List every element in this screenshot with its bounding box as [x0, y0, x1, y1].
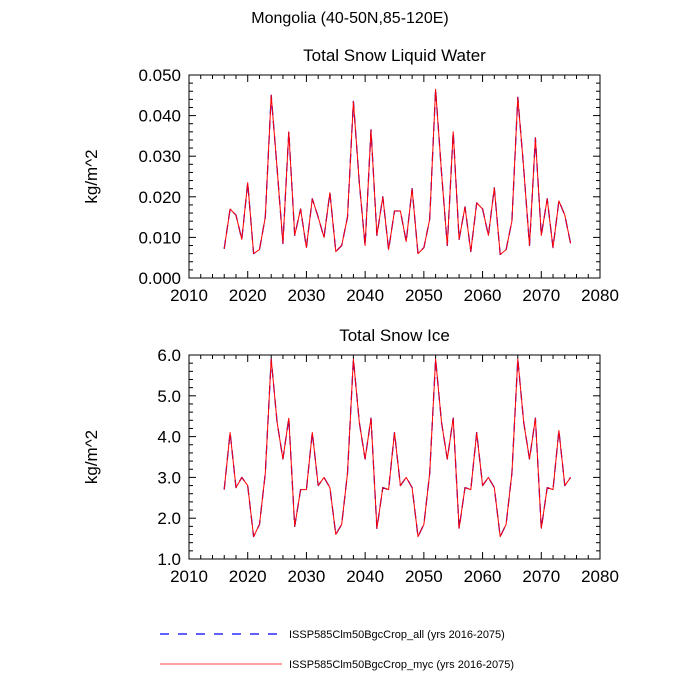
y-tick-label: 0.040	[138, 107, 181, 126]
x-tick-label: 2020	[229, 286, 267, 305]
y-tick-label: 0.050	[138, 66, 181, 85]
y-tick-label: 3.0	[157, 468, 181, 487]
y-tick-label: 0.030	[138, 147, 181, 166]
panel-snow-liquid-water: Total Snow Liquid Water kg/m^2 2010 2020 203…	[82, 46, 619, 305]
series-line-all	[223, 88, 572, 256]
y-axis-label: kg/m^2	[82, 430, 101, 484]
y-tick-label: 0.020	[138, 188, 181, 207]
x-tick-label: 2020	[229, 567, 267, 586]
panel-title: Total Snow Liquid Water	[303, 46, 486, 65]
panel-title: Total Snow Ice	[339, 326, 450, 345]
y-tick-label: 4.0	[157, 428, 181, 447]
y-tick-label: 2.0	[157, 509, 181, 528]
x-tick-label: 2070	[522, 286, 560, 305]
series-line-all	[223, 358, 572, 538]
y-tick-label: 5.0	[157, 387, 181, 406]
x-tick-label: 2050	[405, 286, 443, 305]
y-tick-label: 0.010	[138, 228, 181, 247]
plot-frame	[188, 74, 601, 279]
figure-title: Mongolia (40-50N,85-120E)	[251, 10, 449, 27]
panel-snow-ice: Total Snow Ice kg/m^2 2010 2020 2030 2040 2050…	[82, 326, 619, 586]
y-axis-label: kg/m^2	[82, 149, 101, 203]
x-tick-label: 2070	[522, 567, 560, 586]
x-tick-label: 2010	[170, 567, 208, 586]
x-tick-label: 2040	[346, 567, 384, 586]
x-tick-label: 2030	[288, 567, 326, 586]
x-tick-label: 2080	[581, 567, 619, 586]
legend-label-myc: ISSP585Clm50BgcCrop_myc (yrs 2016-2075)	[289, 659, 514, 671]
y-tick-label: 6.0	[157, 346, 181, 365]
x-tick-label: 2060	[464, 567, 502, 586]
legend: ISSP585Clm50BgcCrop_all (yrs 2016-2075) …	[160, 629, 514, 671]
x-tick-label: 2040	[346, 286, 384, 305]
y-tick-label: 1.0	[157, 550, 181, 569]
legend-label-all: ISSP585Clm50BgcCrop_all (yrs 2016-2075)	[289, 629, 505, 641]
y-tick-label: 0.000	[138, 269, 181, 288]
series-line-myc	[223, 358, 572, 538]
series-line-myc	[223, 88, 572, 255]
x-tick-label: 2060	[464, 286, 502, 305]
x-tick-label: 2080	[581, 286, 619, 305]
x-tick-label: 2030	[288, 286, 326, 305]
x-tick-label: 2010	[170, 286, 208, 305]
x-tick-label: 2050	[405, 567, 443, 586]
plot-frame	[188, 354, 601, 560]
